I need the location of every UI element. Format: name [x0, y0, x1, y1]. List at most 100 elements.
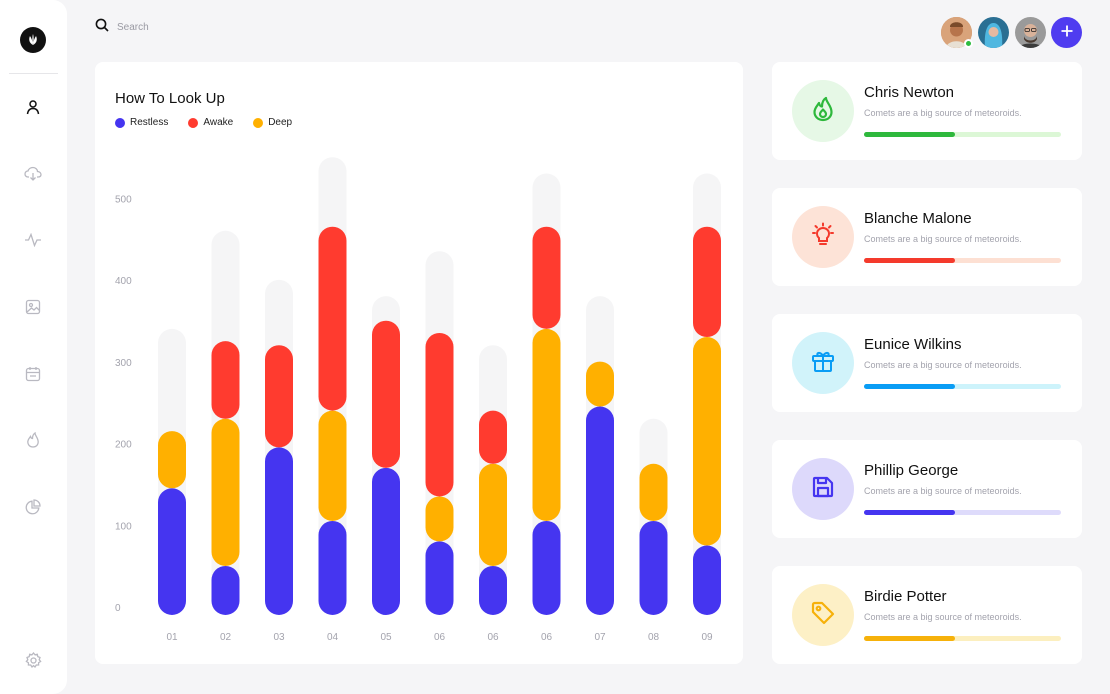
- legend-dot: [253, 117, 264, 128]
- progress-bar: [864, 258, 1061, 263]
- bar-segment-restless: [479, 565, 507, 615]
- legend-label: Restless: [130, 117, 169, 128]
- sidebar-divider: [9, 73, 58, 74]
- progress-fill: [864, 258, 955, 263]
- bar-segment-restless: [586, 406, 614, 615]
- user-icon[interactable]: [24, 98, 42, 116]
- profile-icon-wrap: [792, 458, 854, 520]
- legend-item-awake[interactable]: Awake: [188, 117, 233, 128]
- pie-chart-icon[interactable]: [24, 498, 42, 516]
- profile-card[interactable]: Chris Newton Comets are a big source of …: [772, 62, 1082, 160]
- legend-label: Awake: [203, 117, 234, 128]
- x-tick-label: 02: [220, 632, 232, 643]
- sidebar: [0, 0, 67, 694]
- bar-segment-restless: [265, 447, 293, 615]
- search-bar[interactable]: Search: [95, 18, 149, 37]
- avatar[interactable]: [941, 17, 973, 48]
- profile-icon-wrap: [792, 584, 854, 646]
- profile-card[interactable]: Birdie Potter Comets are a big source of…: [772, 566, 1082, 664]
- bar-segment-deep: [693, 337, 721, 546]
- x-tick-label: 07: [594, 632, 606, 643]
- bar-segment-awake: [265, 345, 293, 448]
- progress-bar: [864, 510, 1061, 515]
- bar-segment-restless: [425, 541, 454, 615]
- x-tick-label: 06: [487, 632, 499, 643]
- progress-bar: [864, 384, 1061, 389]
- bar-chart: 0 100 200 300 400 500 01 02 03 04 05 06 06 06 07 08 09: [115, 157, 721, 643]
- bar-segment-restless: [532, 520, 561, 615]
- bar-segment-awake: [693, 226, 721, 338]
- y-tick-label: 400: [115, 276, 132, 287]
- bar-segment-deep: [318, 410, 347, 521]
- bar-segment-awake: [318, 226, 347, 411]
- profile-name: Chris Newton: [864, 84, 955, 101]
- legend-item-restless[interactable]: Restless: [115, 117, 168, 128]
- save-icon: [810, 474, 836, 505]
- profile-description: Comets are a big source of meteoroids.: [864, 108, 1022, 118]
- cloud-download-icon[interactable]: [24, 165, 42, 183]
- progress-fill: [864, 132, 955, 137]
- bar-segment-deep: [158, 431, 186, 489]
- search-input[interactable]: Search: [117, 22, 149, 33]
- progress-fill: [864, 384, 955, 389]
- image-icon[interactable]: [24, 298, 42, 316]
- x-tick-label: 05: [380, 632, 392, 643]
- avatar-group: [941, 17, 1046, 48]
- profile-card[interactable]: Eunice Wilkins Comets are a big source o…: [772, 314, 1082, 412]
- x-tick-label: 06: [541, 632, 553, 643]
- profile-card[interactable]: Blanche Malone Comets are a big source o…: [772, 188, 1082, 286]
- gift-icon: [810, 348, 836, 379]
- profile-name: Eunice Wilkins: [864, 336, 962, 353]
- legend-item-deep[interactable]: Deep: [253, 117, 292, 128]
- progress-bar: [864, 132, 1061, 137]
- progress-bar: [864, 636, 1061, 641]
- bar-segment-restless: [211, 565, 240, 615]
- leaf-icon[interactable]: [20, 27, 46, 53]
- bar-segment-awake: [479, 410, 507, 464]
- y-tick-label: 200: [115, 440, 132, 451]
- bar-segment-awake: [425, 332, 454, 497]
- bar-segment-awake: [532, 226, 561, 329]
- x-tick-label: 03: [273, 632, 285, 643]
- bar-segment-deep: [425, 496, 454, 542]
- profile-description: Comets are a big source of meteoroids.: [864, 234, 1022, 244]
- profile-card[interactable]: Phillip George Comets are a big source o…: [772, 440, 1082, 538]
- progress-fill: [864, 636, 955, 641]
- profile-name: Blanche Malone: [864, 210, 972, 227]
- tag-icon: [810, 600, 836, 631]
- bar-segment-restless: [318, 520, 347, 615]
- bar-segment-awake: [372, 320, 400, 468]
- search-icon[interactable]: [95, 18, 109, 37]
- x-tick-label: 06: [434, 632, 446, 643]
- profile-description: Comets are a big source of meteoroids.: [864, 360, 1022, 370]
- bar-segment-deep: [532, 328, 561, 521]
- plus-icon: [1061, 24, 1073, 42]
- y-tick-label: 0: [115, 603, 121, 614]
- bar-segment-deep: [479, 463, 507, 566]
- chart-legend: Restless Awake Deep: [115, 117, 292, 128]
- bar-segment-deep: [211, 418, 240, 566]
- bar-segment-awake: [211, 341, 240, 419]
- progress-fill: [864, 510, 955, 515]
- bar-segment-restless: [639, 520, 668, 615]
- lightbulb-icon: [810, 222, 836, 253]
- avatar[interactable]: [978, 17, 1009, 48]
- y-tick-label: 100: [115, 521, 132, 532]
- activity-icon[interactable]: [24, 231, 42, 249]
- online-status-dot: [964, 39, 973, 48]
- profile-name: Phillip George: [864, 462, 959, 479]
- add-button[interactable]: [1051, 17, 1082, 48]
- y-tick-label: 500: [115, 194, 132, 205]
- avatar[interactable]: [1015, 17, 1046, 48]
- y-tick-label: 300: [115, 358, 132, 369]
- x-tick-label: 08: [648, 632, 660, 643]
- legend-dot: [115, 117, 125, 128]
- bar-segment-restless: [693, 545, 721, 615]
- profile-icon-wrap: [792, 332, 854, 394]
- calendar-icon[interactable]: [24, 365, 42, 383]
- flame-icon: [811, 96, 835, 127]
- settings-icon[interactable]: [24, 651, 42, 669]
- profile-icon-wrap: [792, 206, 854, 268]
- flame-icon[interactable]: [24, 431, 42, 449]
- chart-title: How To Look Up: [115, 90, 225, 107]
